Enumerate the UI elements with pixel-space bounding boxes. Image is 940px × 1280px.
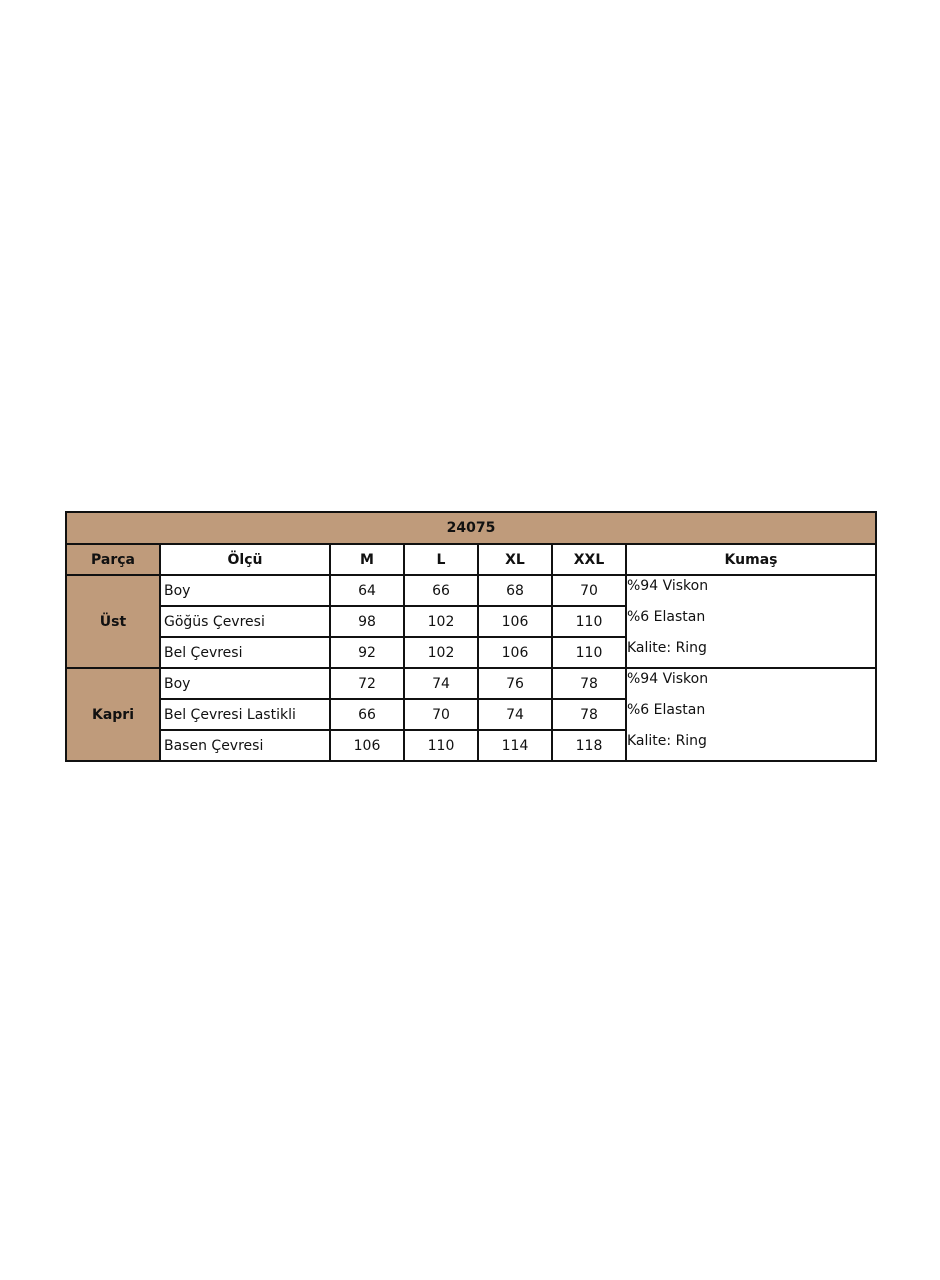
- measurement-value-text: 106: [501, 644, 529, 661]
- measurement-value-text: 110: [427, 737, 455, 754]
- measurement-value-text: 106: [501, 613, 529, 630]
- measurement-value: 70: [403, 698, 479, 731]
- column-header-text: Parça: [91, 551, 135, 568]
- measurement-label: Basen Çevresi: [159, 729, 331, 762]
- measurement-label-text: Bel Çevresi Lastikli: [164, 706, 296, 723]
- measurement-value: 102: [403, 636, 479, 669]
- measurement-label-text: Bel Çevresi: [164, 644, 243, 661]
- measurement-value-text: 72: [358, 675, 376, 692]
- table-title-text: 24075: [446, 520, 496, 536]
- column-header-text: Kumaş: [724, 551, 778, 568]
- measurement-value-text: 106: [353, 737, 381, 754]
- measurement-value-text: 110: [575, 613, 603, 630]
- measurement-label-text: Boy: [164, 582, 191, 599]
- measurement-value-text: 102: [427, 644, 455, 661]
- column-header: Parça: [65, 543, 161, 576]
- measurement-label: Bel Çevresi Lastikli: [159, 698, 331, 731]
- group-label: Kapri: [65, 667, 161, 762]
- measurement-value: 72: [329, 667, 405, 700]
- column-header-text: M: [360, 551, 374, 568]
- measurement-value-text: 78: [580, 675, 598, 692]
- measurement-value-text: 70: [432, 706, 450, 723]
- column-header: Ölçü: [159, 543, 331, 576]
- measurement-value-text: 110: [575, 644, 603, 661]
- fabric-line: %94 Viskon: [627, 578, 709, 594]
- measurement-value: 114: [477, 729, 553, 762]
- measurement-value-text: 70: [580, 582, 598, 599]
- measurement-value-text: 102: [427, 613, 455, 630]
- measurement-value-text: 118: [575, 737, 603, 754]
- measurement-value-text: 64: [358, 582, 376, 599]
- measurement-value: 70: [551, 574, 627, 607]
- column-header: L: [403, 543, 479, 576]
- measurement-value: 78: [551, 667, 627, 700]
- column-header-text: Ölçü: [227, 551, 263, 568]
- measurement-value: 78: [551, 698, 627, 731]
- measurement-value: 106: [477, 636, 553, 669]
- measurement-label-text: Boy: [164, 675, 191, 692]
- measurement-label: Göğüs Çevresi: [159, 605, 331, 638]
- column-header: Kumaş: [625, 543, 877, 576]
- measurement-value-text: 66: [358, 706, 376, 723]
- measurement-value: 110: [551, 605, 627, 638]
- measurement-value-text: 76: [506, 675, 524, 692]
- measurement-label-text: Basen Çevresi: [164, 737, 264, 754]
- measurement-value: 74: [477, 698, 553, 731]
- measurement-value: 66: [403, 574, 479, 607]
- measurement-value: 64: [329, 574, 405, 607]
- table-title: 24075: [65, 511, 877, 545]
- measurement-value-text: 66: [432, 582, 450, 599]
- measurement-value: 118: [551, 729, 627, 762]
- measurement-value: 68: [477, 574, 553, 607]
- fabric-cell: [625, 574, 877, 669]
- group-label-text: Üst: [99, 613, 127, 630]
- measurement-value: 102: [403, 605, 479, 638]
- measurement-value: 98: [329, 605, 405, 638]
- measurement-value: 110: [403, 729, 479, 762]
- measurement-value-text: 74: [506, 706, 524, 723]
- column-header-text: XXL: [573, 551, 605, 568]
- column-header: M: [329, 543, 405, 576]
- measurement-value-text: 114: [501, 737, 529, 754]
- measurement-value: 110: [551, 636, 627, 669]
- fabric-cell: [625, 667, 877, 762]
- measurement-value-text: 68: [506, 582, 524, 599]
- fabric-line: %6 Elastan: [627, 702, 706, 718]
- fabric-line: %6 Elastan: [627, 609, 706, 625]
- measurement-label: Bel Çevresi: [159, 636, 331, 669]
- measurement-label-text: Göğüs Çevresi: [164, 613, 265, 630]
- measurement-value-text: 74: [432, 675, 450, 692]
- measurement-value: 92: [329, 636, 405, 669]
- fabric-line: Kalite: Ring: [627, 733, 707, 749]
- measurement-value-text: 78: [580, 706, 598, 723]
- measurement-value-text: 92: [358, 644, 376, 661]
- column-header: XXL: [551, 543, 627, 576]
- group-label: Üst: [65, 574, 161, 669]
- column-header: XL: [477, 543, 553, 576]
- measurement-value: 66: [329, 698, 405, 731]
- measurement-value: 106: [477, 605, 553, 638]
- group-label-text: Kapri: [91, 706, 135, 723]
- column-header-text: L: [436, 551, 446, 568]
- fabric-line: Kalite: Ring: [627, 640, 707, 656]
- measurement-label: Boy: [159, 667, 331, 700]
- column-header-text: XL: [505, 551, 525, 568]
- fabric-line: %94 Viskon: [627, 671, 709, 687]
- measurement-value: 106: [329, 729, 405, 762]
- measurement-value: 76: [477, 667, 553, 700]
- measurement-value: 74: [403, 667, 479, 700]
- measurement-value-text: 98: [358, 613, 376, 630]
- measurement-label: Boy: [159, 574, 331, 607]
